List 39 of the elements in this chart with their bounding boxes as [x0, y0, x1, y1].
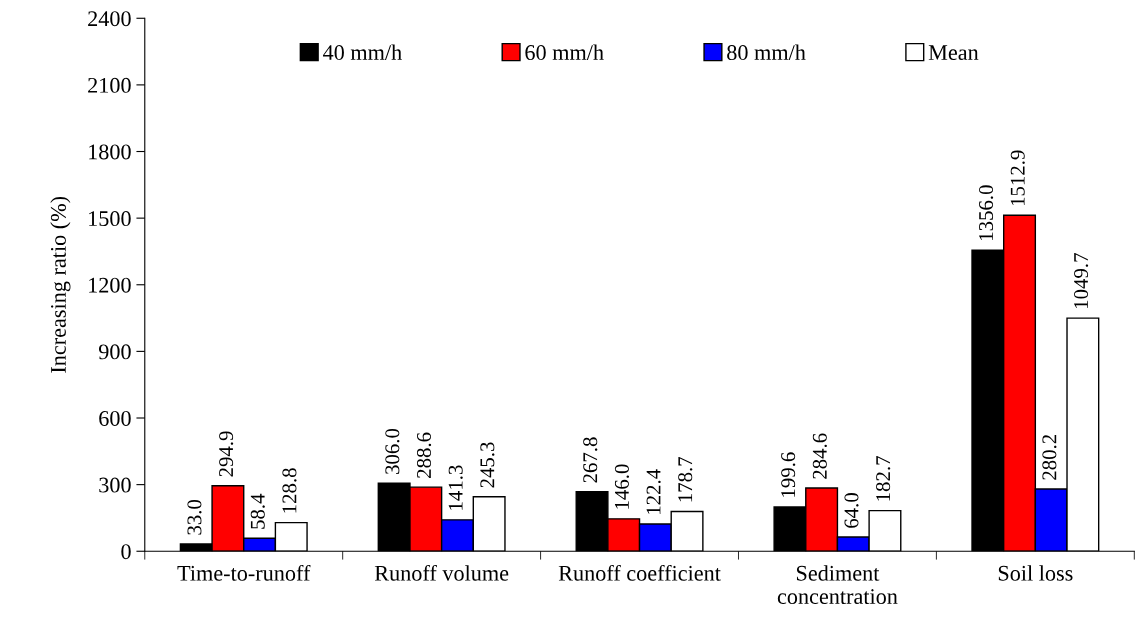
x-tick-label: Runoff volume: [374, 564, 509, 581]
data-label: 288.6: [416, 432, 432, 478]
data-label: 178.7: [678, 456, 693, 502]
data-label: 1049.7: [1074, 253, 1089, 308]
y-tick-label: 900: [98, 344, 131, 360]
data-label: 64.0: [844, 493, 859, 528]
data-label: 267.8: [583, 437, 598, 483]
y-tick-label: 300: [99, 477, 131, 493]
data-label: 284.6: [812, 433, 827, 479]
y-tick-label: 0: [121, 544, 131, 560]
x-tick-label: Soil loss: [998, 565, 1073, 581]
legend-label: 40 mm/h: [323, 44, 402, 61]
data-label: 306.0: [385, 428, 400, 474]
x-tick-label: Time-to-runoff: [177, 564, 311, 581]
y-axis-title: Increasing ratio (%): [50, 196, 71, 373]
x-tick-label: Sediment concentration: [777, 565, 898, 605]
legend-label: Mean: [928, 45, 979, 61]
legend-label: 60 mm/h: [525, 44, 604, 61]
data-label: 1356.0: [979, 185, 994, 240]
data-label: 33.0: [187, 499, 202, 535]
data-label: 58.4: [250, 493, 265, 529]
data-label: 245.3: [480, 442, 495, 488]
data-label: 146.0: [614, 464, 630, 509]
data-label: 128.8: [282, 468, 297, 513]
y-tick-label: 1800: [89, 144, 131, 160]
y-tick-label: 1500: [89, 211, 131, 227]
data-label: 280.2: [1042, 434, 1057, 480]
x-tick-label: Runoff coefficient: [558, 564, 721, 581]
y-tick-label: 2100: [88, 77, 131, 93]
y-tick-label: 2400: [88, 11, 131, 27]
data-label: 141.3: [448, 465, 463, 510]
data-label: 1512.9: [1010, 150, 1025, 206]
data-label: 182.7: [876, 456, 891, 501]
y-tick-label: 1200: [89, 277, 131, 293]
y-tick-label: 600: [99, 410, 131, 426]
legend-label: 80 mm/h: [727, 44, 806, 61]
data-label: 122.4: [646, 469, 661, 514]
data-label: 294.9: [219, 431, 234, 477]
data-label: 199.6: [781, 452, 796, 497]
